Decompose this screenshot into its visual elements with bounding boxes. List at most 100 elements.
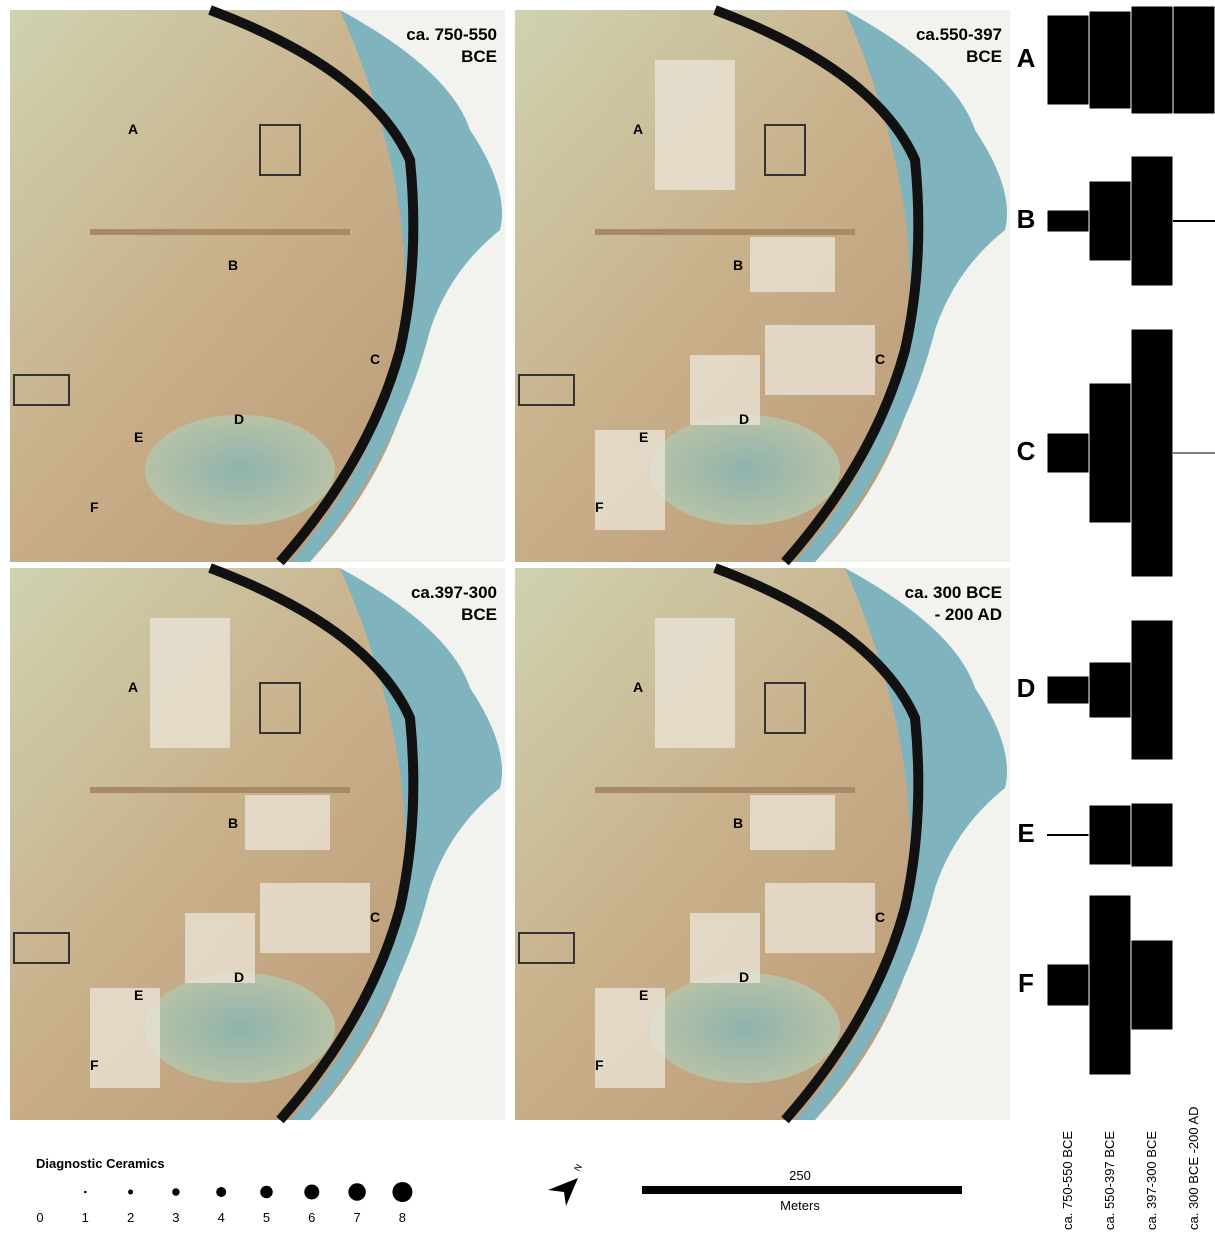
zone-label: D — [234, 969, 244, 985]
legend-label: 8 — [399, 1210, 406, 1225]
column-label: ca. 300 BCE -200 AD — [1186, 1106, 1201, 1230]
scale-bar — [642, 1186, 962, 1194]
zone-label: E — [639, 429, 648, 445]
row-label: F — [1018, 968, 1034, 998]
zone-label: A — [633, 679, 643, 695]
legend-label: 4 — [218, 1210, 225, 1225]
zone-label: C — [875, 909, 885, 925]
scale-unit: Meters — [780, 1198, 820, 1213]
lake — [650, 415, 840, 525]
legend-dot — [172, 1188, 180, 1196]
map-panel: ca. 300 BCE - 200 AD A B C D E F — [515, 568, 1010, 1120]
column-label: ca. 750-550 BCE — [1060, 1131, 1075, 1230]
zone-label: C — [875, 351, 885, 367]
battleship-bar — [1047, 15, 1089, 105]
column-label: ca. 397-300 BCE — [1144, 1131, 1159, 1230]
lake — [145, 415, 335, 525]
row-label: E — [1017, 818, 1034, 848]
zone-label: A — [633, 121, 643, 137]
zone-label: D — [739, 411, 749, 427]
panel-title: BCE — [461, 605, 497, 624]
row-label: C — [1017, 436, 1036, 466]
battleship-bar — [1089, 181, 1131, 261]
zone-label: B — [228, 257, 238, 273]
battleship-bar — [1131, 6, 1173, 114]
row-label: B — [1017, 204, 1036, 234]
excavation-area — [245, 795, 330, 850]
legend-label: 5 — [263, 1210, 270, 1225]
legend-dot — [128, 1190, 133, 1195]
zone-label: F — [90, 499, 99, 515]
zone-label: D — [739, 969, 749, 985]
legend-dot — [84, 1191, 87, 1194]
battleship-bar — [1047, 676, 1089, 704]
panel-title: ca. 750-550 — [406, 25, 497, 44]
zone-label: B — [733, 815, 743, 831]
north-label: N — [572, 1162, 584, 1173]
zone-label: F — [595, 499, 604, 515]
row-label: A — [1017, 43, 1036, 73]
battleship-bar — [1089, 805, 1131, 865]
battleship-bar — [1089, 383, 1131, 523]
legend-label: 3 — [172, 1210, 179, 1225]
excavation-area — [185, 913, 255, 983]
battleship-bar — [1131, 329, 1173, 577]
legend-label: 7 — [353, 1210, 360, 1225]
battleship-bar — [1131, 620, 1173, 760]
column-label: ca. 550-397 BCE — [1102, 1131, 1117, 1230]
battleship-bar — [1131, 156, 1173, 286]
north-arrow — [548, 1178, 578, 1206]
battleship-bar — [1131, 803, 1173, 867]
excavation-area — [765, 325, 875, 395]
legend-label: 1 — [82, 1210, 89, 1225]
zone-label: C — [370, 351, 380, 367]
zone-label: E — [134, 987, 143, 1003]
zone-label: A — [128, 121, 138, 137]
excavation-area — [750, 795, 835, 850]
legend-dot — [348, 1183, 366, 1201]
excavation-area — [655, 618, 735, 748]
zone-label: B — [733, 257, 743, 273]
lake — [145, 973, 335, 1083]
legend-dot — [392, 1182, 412, 1202]
excavation-area — [690, 355, 760, 425]
battleship-bar — [1089, 11, 1131, 109]
zone-label: D — [234, 411, 244, 427]
battleship-bar — [1089, 895, 1131, 1075]
panel-title: BCE — [966, 47, 1002, 66]
panel-title: BCE — [461, 47, 497, 66]
panel-title: ca.550-397 — [916, 25, 1002, 44]
legend-dot — [260, 1186, 273, 1199]
battleship-bar — [1047, 964, 1089, 1006]
excavation-area — [655, 60, 735, 190]
excavation-area — [595, 988, 665, 1088]
excavation-area — [750, 237, 835, 292]
lake — [650, 973, 840, 1083]
legend-label: 6 — [308, 1210, 315, 1225]
excavation-area — [765, 883, 875, 953]
legend-dot — [216, 1187, 226, 1197]
zone-label: C — [370, 909, 380, 925]
legend-title: Diagnostic Ceramics — [36, 1156, 165, 1171]
battleship-bar — [1047, 433, 1089, 473]
scale-distance: 250 — [789, 1168, 811, 1183]
map-panel: ca. 750-550 BCE A B C D E F — [10, 10, 505, 562]
panel-title: ca.397-300 — [411, 583, 497, 602]
zone-label: B — [228, 815, 238, 831]
zone-label: E — [639, 987, 648, 1003]
legend-label: 2 — [127, 1210, 134, 1225]
panel-title: ca. 300 BCE — [905, 583, 1002, 602]
excavation-area — [90, 988, 160, 1088]
map-panel: ca.550-397 BCE A B C D E F — [515, 10, 1010, 562]
excavation-area — [260, 883, 370, 953]
legend-dot — [304, 1185, 319, 1200]
panel-title: - 200 AD — [935, 605, 1002, 624]
excavation-area — [690, 913, 760, 983]
battleship-bar — [1173, 6, 1215, 114]
zone-label: A — [128, 679, 138, 695]
figure: ca. 750-550BCEABCDEFca.550-397BCEABCDEFc… — [0, 0, 1215, 1235]
zone-label: F — [595, 1057, 604, 1073]
battleship-bar — [1131, 940, 1173, 1030]
zone-label: E — [134, 429, 143, 445]
